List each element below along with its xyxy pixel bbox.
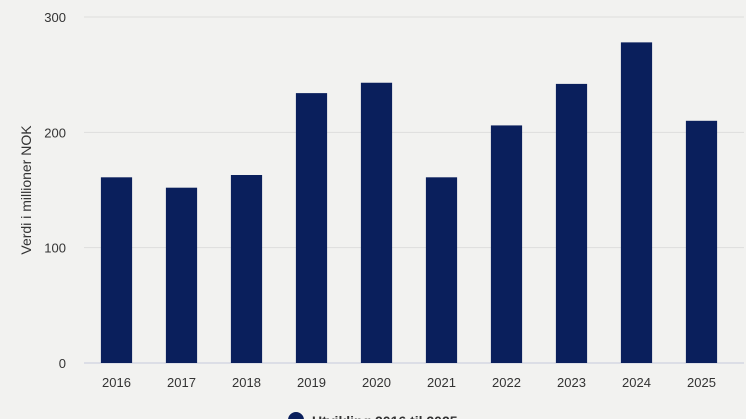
legend-label: Utvikling 2016 til 2025	[312, 413, 458, 419]
x-tick-label: 2018	[232, 375, 261, 390]
bar	[295, 93, 328, 364]
bar	[100, 177, 133, 363]
x-tick-label: 2025	[687, 375, 716, 390]
x-tick-label: 2022	[492, 375, 521, 390]
bar	[360, 82, 393, 364]
x-tick-label: 2016	[102, 375, 131, 390]
bar	[685, 120, 718, 363]
bar	[230, 175, 263, 363]
y-tick-label: 100	[44, 241, 66, 256]
legend-swatch	[288, 412, 304, 419]
bar	[425, 177, 458, 363]
x-tick-label: 2019	[297, 375, 326, 390]
y-axis-label: Verdi i millioner NOK	[18, 125, 34, 255]
x-tick-label: 2024	[622, 375, 651, 390]
x-tick-label: 2020	[362, 375, 391, 390]
y-tick-label: 0	[59, 356, 66, 371]
x-tick-label: 2021	[427, 375, 456, 390]
y-tick-label: 200	[44, 125, 66, 140]
bar	[555, 83, 588, 363]
x-tick-label: 2017	[167, 375, 196, 390]
x-tick-label: 2023	[557, 375, 586, 390]
bar	[490, 125, 523, 363]
bar	[620, 42, 653, 364]
y-tick-label: 300	[44, 10, 66, 25]
bar	[165, 187, 198, 363]
